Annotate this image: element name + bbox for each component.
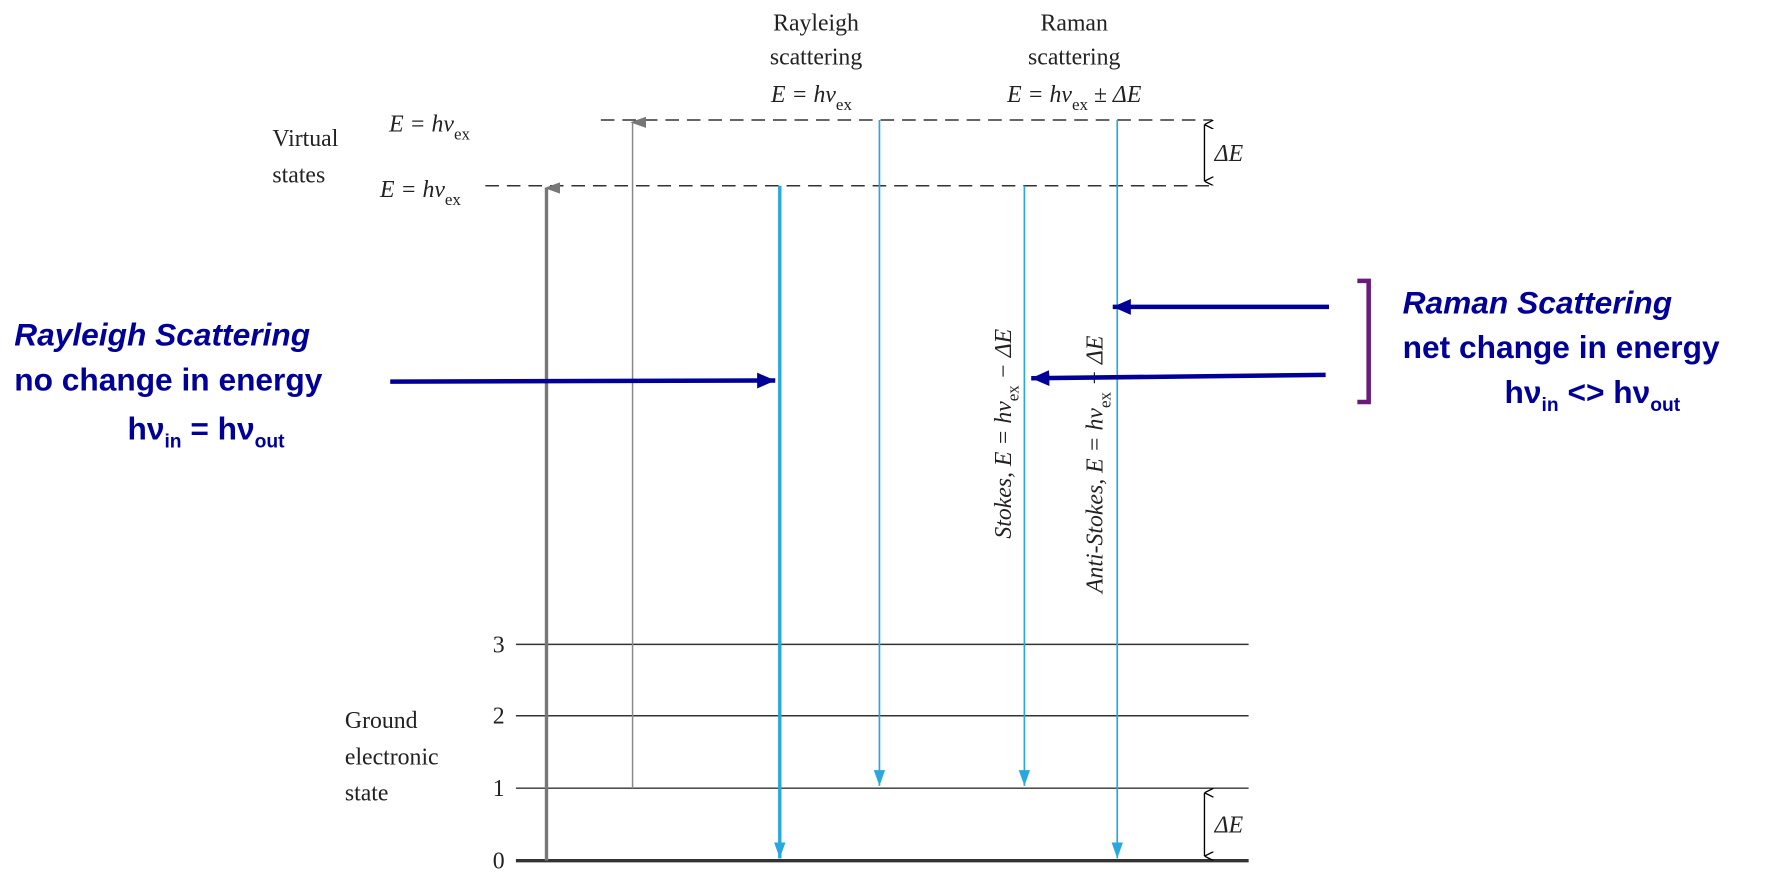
label-line: state [345, 781, 389, 807]
stokes-label: Stokes, E = hνex − ΔE [991, 328, 1023, 538]
header-line: scattering [1028, 45, 1120, 71]
header-line: Raman [1041, 11, 1108, 37]
pointer-arrow [390, 372, 776, 389]
anti-stokes-label: Anti-Stokes, E = hνex + ΔE [1083, 335, 1115, 595]
header-line: Rayleigh [773, 11, 859, 37]
column-headers: Rayleigh scattering E = hνex Raman scatt… [770, 11, 1142, 114]
subscript: ex [445, 190, 462, 209]
annotation-text: net change in energy [1403, 329, 1720, 365]
level-label: 3 [493, 632, 505, 658]
pointer-arrow [1031, 370, 1326, 386]
formula: E = hν [388, 111, 454, 137]
label-line: electronic [345, 744, 439, 770]
subscript: ex [836, 95, 853, 114]
subscript: ex [1004, 385, 1023, 402]
formula-tail: ± ΔE [1088, 82, 1142, 108]
annotation-equation: hνin = hνout [127, 410, 285, 452]
delta-label: ΔE [1214, 812, 1244, 838]
eq-part: = hν [182, 410, 255, 446]
formula: E = hν [379, 177, 445, 203]
delta-label: ΔE [1214, 141, 1244, 167]
formula-tail: + ΔE [1083, 335, 1109, 392]
virtual-energy: E = hνex [379, 177, 461, 209]
energy-levels [485, 119, 1249, 863]
eq-sub: out [255, 431, 286, 452]
delta-brackets: ΔE ΔE [1203, 125, 1244, 857]
label-line: Ground [345, 708, 418, 734]
subscript: ex [454, 124, 471, 143]
raman-annotation: Raman Scattering net change in energy hν… [1403, 285, 1720, 416]
eq-sub: out [1650, 395, 1681, 416]
label-line: states [272, 162, 325, 188]
subscript: ex [1072, 95, 1089, 114]
subscript: ex [1095, 391, 1114, 408]
ground-label: Ground electronic state [345, 708, 439, 806]
formula: E = hν [770, 82, 836, 108]
header-line: scattering [770, 45, 862, 71]
eq-part: hν [1505, 374, 1542, 410]
annotation-title: Rayleigh Scattering [14, 316, 310, 352]
eq-part: hν [127, 410, 164, 446]
level-label: 2 [493, 704, 505, 730]
eq-sub: in [1542, 395, 1559, 416]
virtual-label: Virtual states E = hνex E = hνex [272, 111, 470, 209]
raman-bracket [1357, 278, 1371, 405]
transitions [544, 116, 1123, 861]
level-labels: 0 1 2 3 [493, 632, 505, 872]
rayleigh-annotation: Rayleigh Scattering no change in energy … [14, 316, 323, 452]
formula: Anti-Stokes, E = hν [1083, 408, 1109, 595]
label-line: Virtual [272, 126, 338, 152]
eq-part: <> hν [1559, 374, 1651, 410]
annotation-equation: hνin <> hνout [1505, 374, 1681, 416]
level-label: 1 [493, 776, 505, 802]
header-formula: E = hνex [770, 82, 852, 114]
eq-sub: in [164, 431, 181, 452]
header-formula: E = hνex ± ΔE [1006, 82, 1142, 114]
annotation-arrows [390, 298, 1330, 389]
virtual-energy: E = hνex [388, 111, 470, 143]
formula: Stokes, E = hν [991, 401, 1017, 539]
level-label: 0 [493, 849, 505, 872]
formula-tail: − ΔE [991, 328, 1017, 385]
annotation-title: Raman Scattering [1403, 285, 1672, 321]
annotation-text: no change in energy [14, 362, 323, 398]
formula: E = hν [1006, 82, 1072, 108]
